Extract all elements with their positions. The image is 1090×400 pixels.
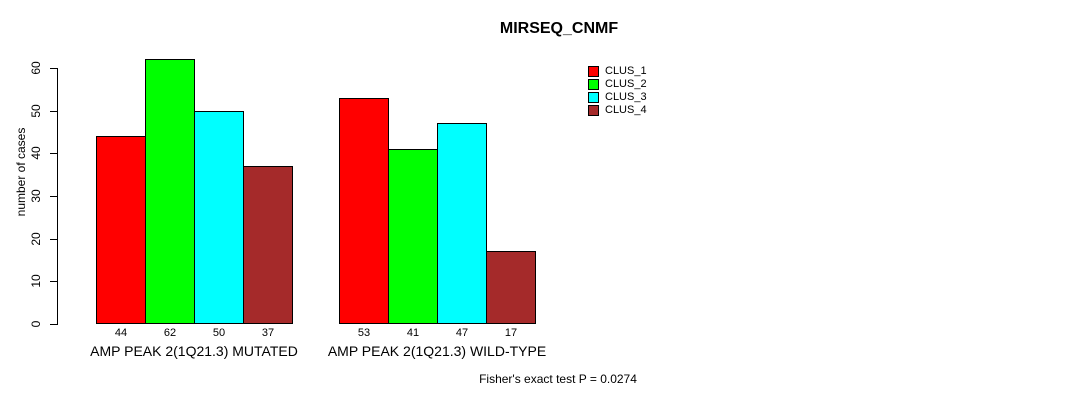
bar-value-clus_3-group1: 50: [212, 327, 226, 339]
y-tick-label-10: 10: [29, 274, 43, 288]
legend-item-clus_4: CLUS_4: [588, 104, 647, 117]
y-tick-label-20: 20: [29, 232, 43, 246]
legend-item-clus_1: CLUS_1: [588, 65, 647, 78]
y-tick-60: [50, 68, 58, 69]
legend-swatch-clus_2: [588, 79, 599, 90]
y-tick-30: [50, 196, 58, 197]
legend-item-clus_2: CLUS_2: [588, 78, 647, 91]
chart-title: MIRSEQ_CNMF: [499, 20, 619, 37]
legend: CLUS_1 CLUS_2 CLUS_3 CLUS_4: [588, 65, 647, 117]
bar-clus_4-group2: [486, 251, 536, 324]
y-tick-label-50: 50: [29, 104, 43, 118]
bar-clus_3-group2: [437, 123, 487, 324]
y-tick-label-0: 0: [29, 320, 43, 328]
bar-value-clus_4-group1: 37: [261, 327, 275, 339]
y-tick-20: [50, 239, 58, 240]
bar-value-clus_1-group2: 53: [357, 327, 371, 339]
legend-label-clus_2: CLUS_2: [605, 78, 647, 90]
bar-value-clus_2-group2: 41: [406, 327, 420, 339]
y-tick-10: [50, 281, 58, 282]
y-tick-40: [50, 153, 58, 154]
bar-clus_2-group1: [145, 59, 195, 324]
legend-swatch-clus_3: [588, 92, 599, 103]
legend-label-clus_4: CLUS_4: [605, 104, 647, 116]
y-tick-label-40: 40: [29, 146, 43, 160]
bar-clus_1-group1: [96, 136, 146, 324]
legend-swatch-clus_4: [588, 105, 599, 116]
bar-clus_1-group2: [339, 98, 389, 324]
bar-value-clus_4-group2: 17: [504, 327, 518, 339]
category-label-group1: AMP PEAK 2(1Q21.3) MUTATED: [90, 343, 298, 359]
bar-value-clus_1-group1: 44: [114, 327, 128, 339]
bar-clus_4-group1: [243, 166, 293, 324]
legend-label-clus_1: CLUS_1: [605, 65, 647, 77]
bar-value-clus_2-group1: 62: [163, 327, 177, 339]
y-axis-label: number of cases: [14, 127, 28, 217]
y-tick-0: [50, 324, 58, 325]
y-tick-50: [50, 111, 58, 112]
legend-label-clus_3: CLUS_3: [605, 91, 647, 103]
bar-value-clus_3-group2: 47: [455, 327, 469, 339]
legend-swatch-clus_1: [588, 66, 599, 77]
category-label-group2: AMP PEAK 2(1Q21.3) WILD-TYPE: [327, 343, 547, 359]
y-tick-label-60: 60: [29, 61, 43, 75]
y-tick-label-30: 30: [29, 189, 43, 203]
bar-clus_3-group1: [194, 111, 244, 324]
bar-clus_2-group2: [388, 149, 438, 324]
footnote: Fisher's exact test P = 0.0274: [479, 372, 637, 386]
legend-item-clus_3: CLUS_3: [588, 91, 647, 104]
